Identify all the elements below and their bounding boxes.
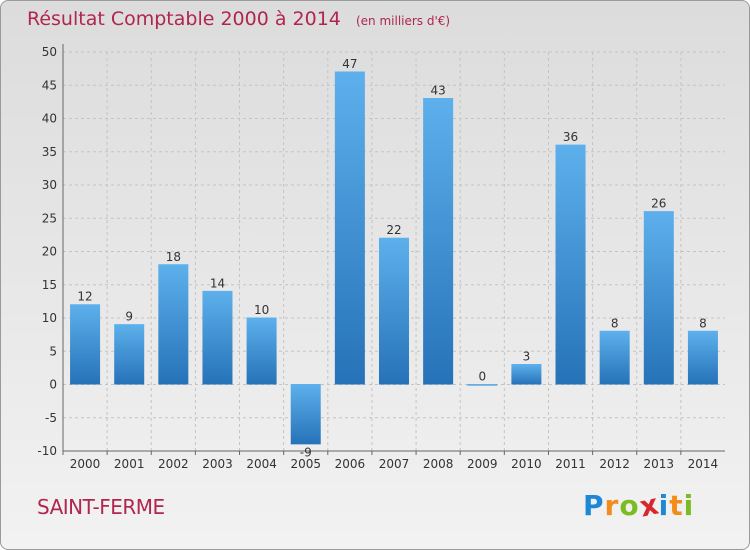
bar bbox=[599, 331, 630, 385]
bar bbox=[334, 71, 365, 385]
chart-title-line: Résultat Comptable 2000 à 2014 (en milli… bbox=[27, 8, 450, 30]
bar bbox=[555, 145, 586, 385]
y-tick-label: 50 bbox=[42, 45, 57, 59]
y-tick-label: -10 bbox=[37, 444, 57, 458]
x-tick-label: 2000 bbox=[70, 457, 101, 471]
bar bbox=[290, 384, 321, 445]
bar-value-label: 18 bbox=[166, 250, 181, 264]
bar-value-label: 9 bbox=[125, 310, 133, 324]
bar bbox=[423, 98, 454, 385]
chart-subtitle: (en milliers d'€) bbox=[355, 14, 451, 28]
bar bbox=[643, 211, 674, 385]
bar bbox=[70, 304, 101, 385]
x-tick-label: 2003 bbox=[202, 457, 233, 471]
y-tick-label: 30 bbox=[42, 178, 57, 192]
bar-value-label: 8 bbox=[611, 316, 619, 330]
x-tick-label: 2001 bbox=[114, 457, 145, 471]
bar bbox=[378, 238, 410, 385]
logo-letter: r bbox=[604, 489, 620, 522]
bar-value-label: 14 bbox=[210, 276, 225, 290]
y-tick-label: 40 bbox=[42, 112, 57, 126]
x-tick-label: 2012 bbox=[599, 457, 630, 471]
x-tick-label: 2007 bbox=[379, 457, 410, 471]
bar bbox=[158, 264, 189, 385]
bar-value-label: 8 bbox=[699, 316, 707, 330]
y-tick-label: 0 bbox=[49, 378, 57, 392]
bar-value-label: 43 bbox=[430, 84, 445, 98]
x-tick-label: 2014 bbox=[688, 457, 719, 471]
y-tick-label: 5 bbox=[49, 344, 57, 358]
bar-value-label: 36 bbox=[563, 130, 578, 144]
y-tick-label: 15 bbox=[42, 278, 57, 292]
x-tick-label: 2011 bbox=[555, 457, 586, 471]
x-tick-label: 2005 bbox=[290, 457, 321, 471]
bar bbox=[114, 324, 145, 385]
bar-value-label: 10 bbox=[254, 303, 269, 317]
bar bbox=[246, 318, 277, 385]
axes bbox=[62, 44, 725, 455]
logo-letter: t bbox=[669, 489, 684, 522]
bar-value-label: 47 bbox=[342, 57, 357, 71]
commune-name: SAINT-FERME bbox=[37, 495, 165, 519]
bar-value-label: 12 bbox=[77, 290, 92, 304]
bar-value-label: 3 bbox=[523, 350, 531, 364]
x-tick-label: 2008 bbox=[423, 457, 454, 471]
bar bbox=[202, 291, 233, 385]
x-tick-label: 2006 bbox=[335, 457, 366, 471]
y-tick-label: 35 bbox=[42, 145, 57, 159]
y-tick-label: -5 bbox=[45, 411, 57, 425]
bar-value-label: 0 bbox=[478, 370, 486, 384]
x-tick-label: 2002 bbox=[158, 457, 189, 471]
logo-letter: P bbox=[583, 489, 605, 522]
bar-value-label: 22 bbox=[386, 223, 401, 237]
labels: -10-505101520253035404550122000920011820… bbox=[37, 45, 718, 471]
bar-value-label: 26 bbox=[651, 197, 666, 211]
bar bbox=[687, 331, 718, 385]
bars bbox=[70, 71, 718, 445]
x-tick-label: 2013 bbox=[644, 457, 675, 471]
y-tick-label: 45 bbox=[42, 78, 57, 92]
logo-letter: o bbox=[619, 489, 640, 522]
proxiti-logo: Proxiti bbox=[583, 487, 695, 523]
logo-letter: i bbox=[658, 489, 670, 522]
x-tick-label: 2009 bbox=[467, 457, 498, 471]
y-tick-label: 25 bbox=[42, 211, 57, 225]
bar bbox=[511, 364, 542, 385]
y-tick-label: 10 bbox=[42, 311, 57, 325]
chart-title: Résultat Comptable 2000 à 2014 bbox=[27, 8, 341, 30]
x-tick-label: 2004 bbox=[246, 457, 277, 471]
logo-letter: i bbox=[683, 489, 695, 522]
y-tick-label: 20 bbox=[42, 245, 57, 259]
bar-value-label: -9 bbox=[300, 445, 312, 459]
x-tick-label: 2010 bbox=[511, 457, 542, 471]
